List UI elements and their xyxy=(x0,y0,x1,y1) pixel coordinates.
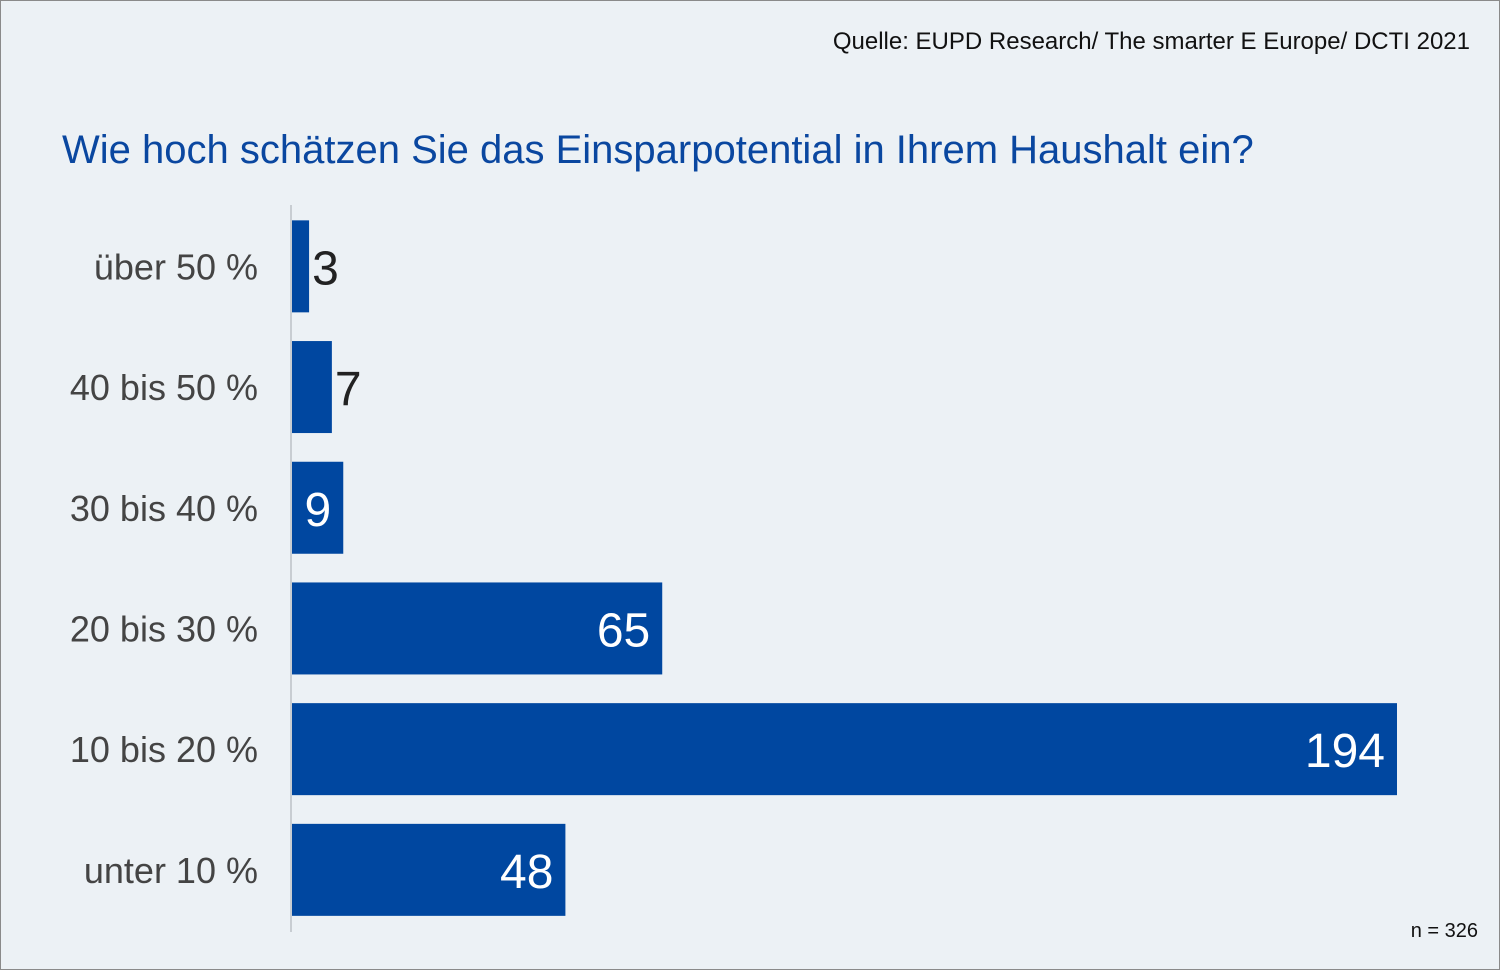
bar xyxy=(292,461,344,554)
bar xyxy=(292,341,332,434)
data-label: 65 xyxy=(597,604,650,657)
sample-size: n = 326 xyxy=(1410,920,1478,942)
category-label: 30 bis 40 % xyxy=(70,488,258,529)
category-label: 40 bis 50 % xyxy=(70,367,258,408)
source-note: Quelle: EUPD Research/ The smarter E Eur… xyxy=(832,28,1470,55)
data-label: 48 xyxy=(500,846,553,899)
bar xyxy=(292,823,566,916)
data-label: 7 xyxy=(335,363,362,416)
data-label: 3 xyxy=(312,242,339,295)
chart-title: Wie hoch schätzen Sie das Einsparpotenti… xyxy=(62,128,1254,172)
category-label: unter 10 % xyxy=(84,850,258,891)
category-label: 10 bis 20 % xyxy=(70,729,258,770)
data-label: 9 xyxy=(305,484,332,537)
bar xyxy=(292,582,663,675)
data-label: 194 xyxy=(1305,725,1385,778)
bar xyxy=(292,703,1397,796)
category-label: über 50 % xyxy=(94,246,258,287)
bar xyxy=(292,220,310,313)
category-label: 20 bis 30 % xyxy=(70,608,258,649)
